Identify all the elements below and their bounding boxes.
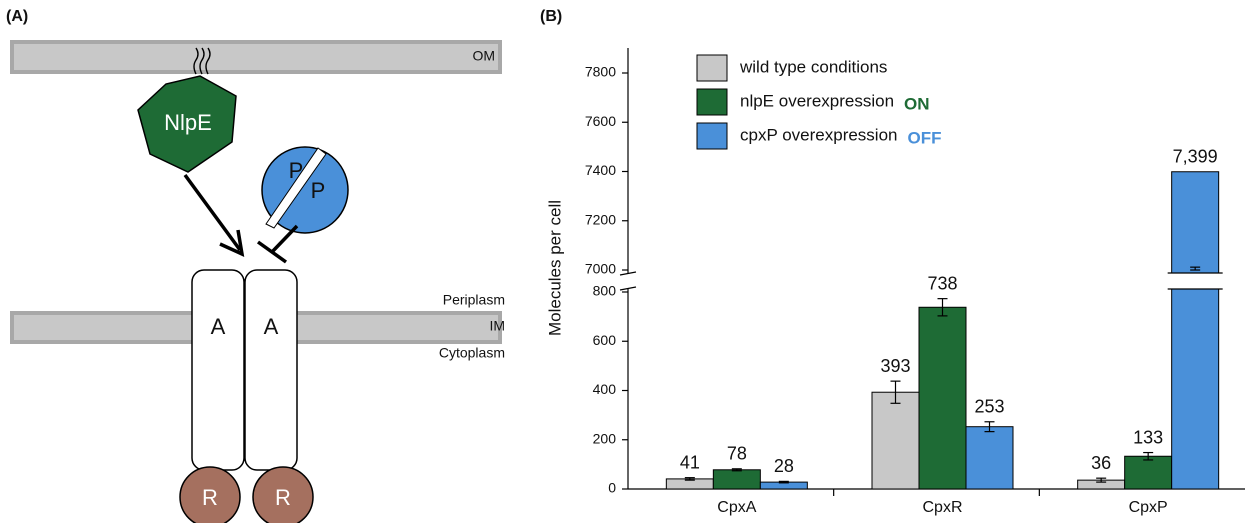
y-tick-label: 7200	[585, 211, 616, 227]
cpxa-label: A	[211, 314, 226, 339]
axis-break	[619, 286, 637, 291]
plot: 0 200 400 600 800 7000 7200 7400 7600 7800 CpxA 41 7…	[585, 48, 1245, 516]
legend-swatch	[696, 88, 728, 116]
y-tick-label: 0	[608, 480, 616, 496]
value-label: 738	[927, 273, 957, 293]
value-label: 28	[774, 456, 794, 476]
cpxa-label: A	[264, 314, 279, 339]
y-tick-label: 200	[593, 430, 617, 446]
inhibition-bar	[256, 240, 288, 264]
y-tick-label: 800	[593, 283, 617, 299]
cpxa-shape	[244, 269, 298, 471]
x-tick-label: CpxP	[1129, 499, 1168, 516]
x-tick-label: CpxR	[922, 499, 962, 516]
value-label: 393	[880, 356, 910, 376]
cpxp-label: P	[311, 178, 326, 203]
bar	[1171, 171, 1220, 490]
cytoplasm-label: Cytoplasm	[439, 345, 505, 361]
value-label: 36	[1091, 453, 1111, 473]
om-label: OM	[472, 48, 495, 64]
y-tick-label: 7600	[585, 113, 616, 129]
value-label: 253	[974, 397, 1004, 417]
bar-break	[1168, 273, 1222, 289]
value-label: 41	[680, 452, 700, 472]
legend-status: OFF	[908, 128, 942, 147]
bar	[871, 391, 920, 490]
y-tick-label: 400	[593, 381, 617, 397]
cpxa-shape	[191, 269, 245, 471]
cpxr-label: R	[275, 485, 291, 510]
y-axis-label: Molecules per cell	[545, 200, 564, 336]
panel-label: (A)	[6, 8, 28, 25]
y-tick-label: 7400	[585, 162, 616, 178]
value-label: 78	[727, 444, 747, 464]
arrow-head	[219, 229, 245, 257]
y-tick-label: 7800	[585, 64, 616, 80]
x-tick-label: CpxA	[717, 499, 756, 516]
bar	[918, 306, 967, 490]
lipid-anchor	[193, 47, 211, 75]
legend-swatch	[696, 54, 728, 82]
bar	[965, 426, 1014, 490]
value-label: 133	[1133, 427, 1163, 447]
legend-label: nlpE overexpression	[740, 91, 894, 110]
bar	[1124, 455, 1173, 490]
inhibition-line	[270, 224, 299, 254]
value-label: 7,399	[1173, 146, 1218, 166]
y-tick-label: 7000	[585, 261, 616, 277]
cpxp-label: P	[289, 158, 304, 183]
legend-swatch	[696, 122, 728, 150]
bar	[712, 469, 761, 490]
legend-label: cpxP overexpression	[740, 125, 898, 144]
legend-label: wild type conditions	[739, 57, 887, 76]
panel-label: (B)	[540, 8, 562, 25]
panel-a: (A) OM Periplasm IM Cytoplasm NlpE P P A…	[6, 8, 505, 528]
nlpe-shape	[137, 75, 237, 173]
cpxp-split	[265, 147, 327, 229]
legend-status: ON	[904, 94, 930, 113]
y-tick-label: 600	[593, 332, 617, 348]
periplasm-label: Periplasm	[443, 292, 505, 308]
cpxr-label: R	[202, 485, 218, 510]
activation-arrow	[183, 173, 242, 252]
outer-membrane	[10, 40, 502, 74]
im-label: IM	[489, 318, 505, 334]
nlpe-label: NlpE	[164, 110, 212, 135]
axis-break	[619, 271, 637, 276]
